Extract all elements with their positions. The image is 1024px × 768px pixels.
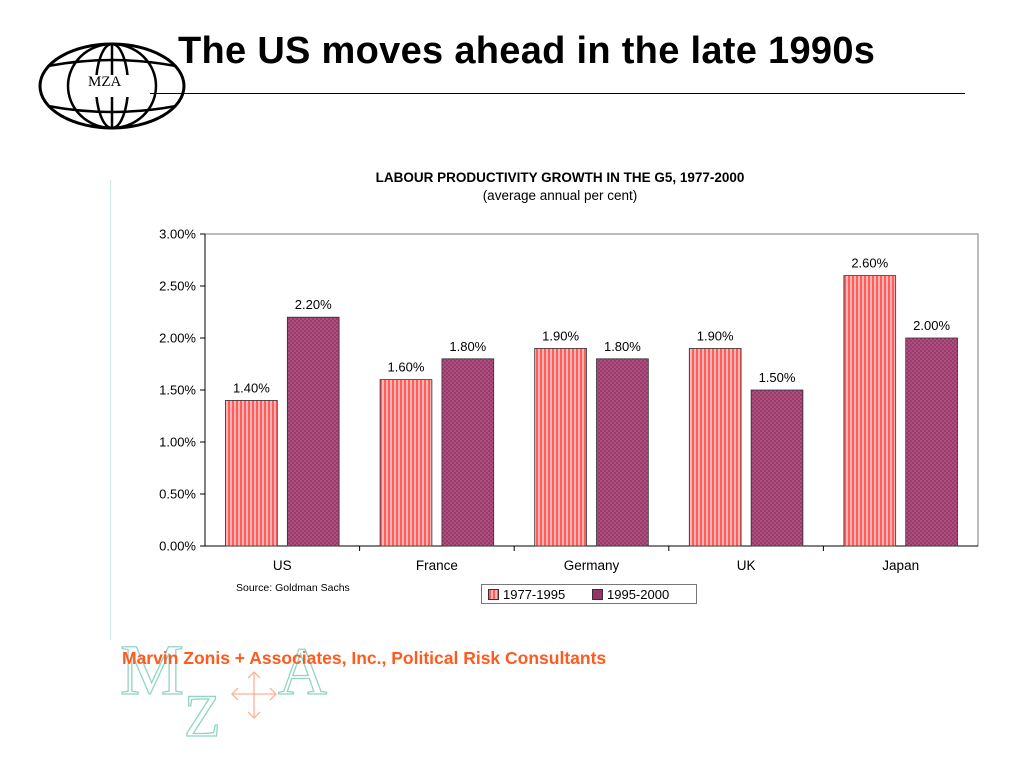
footer-company-name: Marvin Zonis + Associates, Inc., Politic… <box>122 648 607 668</box>
bar-1977-1995-Germany <box>534 347 587 547</box>
x-category-label: France <box>416 558 458 573</box>
legend-swatch-1995-2000 <box>592 589 603 600</box>
bar-1995-2000-US <box>286 316 340 547</box>
y-tick-label: 2.00% <box>159 331 196 346</box>
bar-data-label: 2.00% <box>913 318 950 333</box>
bar-1995-2000-France <box>441 358 495 547</box>
logo-text: MZA <box>88 74 122 90</box>
watermark-letter-a: A <box>278 633 327 709</box>
slide-title: The US moves ahead in the late 1990s <box>178 30 876 72</box>
bar-data-label: 1.80% <box>449 339 486 354</box>
legend-label: 1977-1995 <box>503 587 566 602</box>
y-tick-label: 3.00% <box>159 227 196 242</box>
x-category-label: Japan <box>882 558 919 573</box>
bar-data-label: 2.20% <box>295 297 332 312</box>
bar-1995-2000-Germany <box>596 358 649 547</box>
cross-arrows-icon <box>231 671 277 719</box>
bar-data-label: 1.80% <box>604 339 641 354</box>
bar-data-label: 1.90% <box>697 328 734 343</box>
bar-1977-1995-Japan <box>843 275 897 547</box>
source-note: Source: Goldman Sachs <box>236 582 350 594</box>
chart-subtitle: (average annual per cent) <box>482 188 638 203</box>
side-decor-line <box>110 180 111 640</box>
bar-data-label: 1.90% <box>542 328 579 343</box>
y-tick-label: 1.50% <box>159 383 196 398</box>
y-tick-label: 0.50% <box>159 487 196 502</box>
watermark-letter-z: Z <box>184 683 221 742</box>
bar-1977-1995-US <box>225 399 278 547</box>
legend-label: 1995-2000 <box>607 587 670 602</box>
y-tick-label: 2.50% <box>159 279 196 294</box>
y-tick-label: 0.00% <box>159 539 196 554</box>
x-category-label: US <box>273 558 292 573</box>
bar-data-label: 1.50% <box>759 370 796 385</box>
bar-1977-1995-UK <box>688 347 742 547</box>
watermark-letter-m: M <box>120 630 184 710</box>
x-category-label: UK <box>737 558 756 573</box>
bar-data-label: 2.60% <box>851 256 888 271</box>
bar-data-label: 1.40% <box>233 380 270 395</box>
title-underline <box>150 93 965 94</box>
bar-data-label: 1.60% <box>388 360 425 375</box>
chart-legend: 1977-1995 1995-2000 <box>481 584 697 604</box>
bar-1995-2000-Japan <box>905 337 958 547</box>
bar-1995-2000-UK <box>750 389 804 547</box>
legend-item-1977-1995: 1977-1995 <box>488 586 565 604</box>
globe-logo-icon <box>38 42 186 130</box>
legend-item-1995-2000: 1995-2000 <box>592 586 669 604</box>
legend-swatch-1977-1995 <box>488 589 499 600</box>
x-category-label: Germany <box>564 558 620 573</box>
y-tick-label: 1.00% <box>159 435 196 450</box>
mza-watermark-logo: M Z A <box>119 630 327 742</box>
chart-title: LABOUR PRODUCTIVITY GROWTH IN THE G5, 19… <box>375 170 745 185</box>
bar-1977-1995-France <box>379 379 433 547</box>
